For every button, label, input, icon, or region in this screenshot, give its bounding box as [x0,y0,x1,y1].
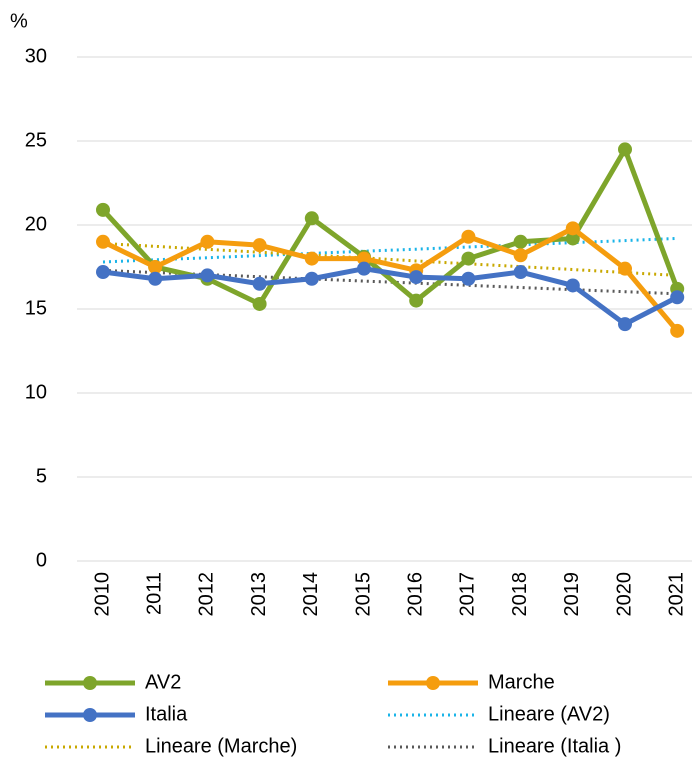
y-axis-label: % [10,10,28,32]
legend-label: Lineare (Marche) [145,735,297,757]
y-tick-label: 20 [25,213,47,235]
data-point [148,271,163,286]
data-point [357,261,371,276]
data-point [148,260,163,274]
x-tick-label: 2012 [196,572,218,617]
legend-marker [83,708,97,722]
data-point [252,238,267,253]
data-point [409,270,424,285]
y-tick-label: 30 [25,45,47,67]
data-point [670,290,685,305]
data-point [304,211,319,226]
y-tick-label: 5 [36,465,47,487]
x-tick-label: 2014 [300,572,322,617]
data-point [618,261,632,276]
legend-label: AV2 [145,671,181,693]
data-point [96,265,110,280]
x-tick-label: 2019 [561,572,583,617]
legend-label: Lineare (AV2) [488,703,610,725]
data-point [96,234,110,249]
data-point [357,251,371,266]
x-tick-label: 2021 [665,572,687,617]
data-point [618,142,632,157]
legend-label: Marche [488,671,555,693]
x-tick-label: 2015 [352,572,374,617]
x-tick-label: 2011 [143,572,165,615]
data-point [252,296,267,311]
legend-marker [83,676,97,690]
x-tick-label: 2016 [404,572,426,617]
data-point [461,271,476,286]
x-tick-label: 2020 [613,572,635,617]
data-point [565,278,580,293]
legend-marker [426,676,440,690]
data-point [618,317,632,332]
data-point [565,221,580,236]
data-point [252,276,267,291]
data-point [513,234,528,249]
data-point [304,251,319,266]
data-point [670,323,685,338]
y-tick-label: 0 [36,549,47,571]
y-tick-label: 10 [25,381,47,403]
x-tick-label: 2013 [248,572,270,617]
data-point [200,234,215,249]
y-tick-label: 15 [25,297,47,319]
data-point [200,268,215,283]
data-point [565,231,580,246]
data-point [513,265,528,280]
x-tick-label: 2017 [457,572,479,617]
data-point [96,202,110,217]
series-line [101,146,680,307]
series-line [102,266,679,327]
x-tick-label: 2010 [91,572,113,617]
legend-label: Lineare (Italia ) [488,735,621,757]
legend-label: Italia [145,703,188,725]
x-tick-label: 2018 [509,572,531,617]
data-point [461,251,476,266]
data-point [409,293,424,308]
data-point [304,271,319,286]
data-point [461,229,476,244]
y-tick-label: 25 [25,129,47,151]
data-point [513,248,528,263]
series-line [101,225,680,333]
